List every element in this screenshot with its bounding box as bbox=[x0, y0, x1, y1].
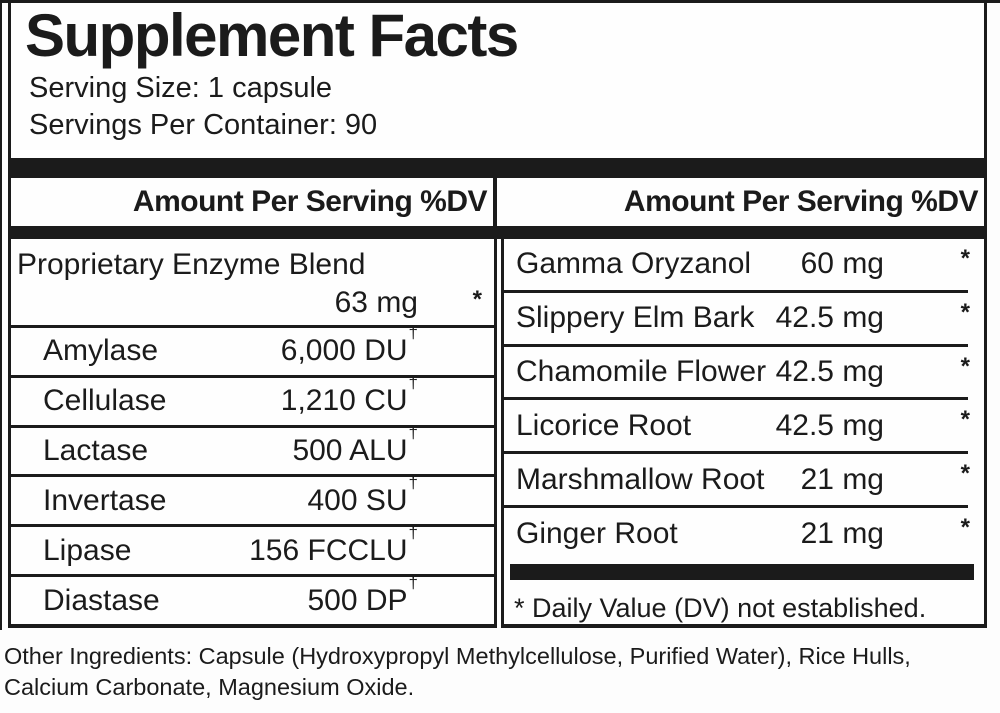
dagger-mark: † bbox=[408, 373, 418, 393]
ingredient-amount: 500 ALU† bbox=[292, 423, 418, 468]
row-separator bbox=[11, 424, 494, 428]
row-separator bbox=[11, 374, 494, 378]
ingredient-name: Marshmallow Root bbox=[516, 462, 765, 496]
ingredient-row: Marshmallow Root 21 mg * bbox=[504, 454, 984, 505]
ingredient-name: Lipase bbox=[43, 533, 132, 567]
row-separator bbox=[11, 325, 494, 328]
dv-asterisk: * bbox=[960, 352, 970, 380]
ingredient-amount: 500 DP† bbox=[307, 572, 418, 617]
ingredient-amount: 156 FCCLU† bbox=[249, 522, 418, 567]
blend-dv-asterisk: * bbox=[472, 286, 482, 313]
title-area: Supplement Facts Serving Size: 1 capsule… bbox=[11, 3, 984, 158]
ingredient-name: Chamomile Flower bbox=[516, 355, 767, 389]
ingredient-name: Amylase bbox=[43, 334, 159, 368]
ingredient-name: Licorice Root bbox=[516, 408, 692, 442]
facts-box: Supplement Facts Serving Size: 1 capsule… bbox=[8, 0, 987, 628]
ingredient-row: Amylase 6,000 DU† bbox=[11, 323, 494, 375]
label-left-edge-line bbox=[0, 0, 2, 630]
blend-name: Proprietary Enzyme Blend bbox=[17, 248, 366, 281]
ingredient-amount: 42.5 mg bbox=[775, 408, 884, 442]
column-header-right: Amount Per Serving %DV bbox=[623, 185, 979, 218]
ingredient-row: Cellulase 1,210 CU† bbox=[11, 373, 494, 425]
serving-size: Serving Size: 1 capsule bbox=[29, 72, 333, 104]
ingredient-row: Licorice Root 42.5 mg * bbox=[504, 400, 984, 451]
left-column: Proprietary Enzyme Blend 63 mg * Amylase… bbox=[11, 239, 497, 628]
ingredient-row: Invertase 400 SU† bbox=[11, 472, 494, 524]
ingredient-amount: 21 mg bbox=[800, 516, 884, 550]
ingredient-row: Chamomile Flower 42.5 mg * bbox=[504, 347, 984, 398]
row-separator bbox=[504, 505, 968, 509]
ingredient-amount: 60 mg bbox=[800, 247, 884, 281]
dagger-mark: † bbox=[408, 323, 418, 343]
dv-asterisk: * bbox=[960, 406, 970, 434]
ingredient-name: Slippery Elm Bark bbox=[516, 301, 755, 335]
ingredient-amount: 6,000 DU† bbox=[280, 323, 418, 368]
row-separator bbox=[504, 289, 968, 293]
other-ingredients-text: Other Ingredients: Capsule (Hydroxypropy… bbox=[4, 643, 911, 700]
dagger-mark: † bbox=[408, 472, 418, 492]
dagger-mark: † bbox=[408, 423, 418, 443]
ingredient-amount: 1,210 CU† bbox=[280, 373, 418, 418]
blend-amount: 63 mg bbox=[334, 286, 418, 319]
dv-asterisk: * bbox=[960, 298, 970, 326]
ingredient-name: Cellulase bbox=[43, 384, 167, 418]
ingredient-row: Gamma Oryzanol 60 mg * bbox=[504, 239, 984, 290]
thick-separator-bar-under-header bbox=[11, 226, 984, 239]
ingredient-amount: 42.5 mg bbox=[775, 301, 884, 335]
blend-amount-line: 63 mg * bbox=[11, 284, 494, 322]
column-header-left: Amount Per Serving %DV bbox=[11, 178, 497, 226]
dv-asterisk: * bbox=[960, 460, 970, 488]
facts-title: Supplement Facts bbox=[25, 2, 519, 69]
row-separator bbox=[504, 451, 968, 455]
blend-row: Proprietary Enzyme Blend 63 mg * bbox=[11, 239, 494, 325]
ingredient-row: Slippery Elm Bark 42.5 mg * bbox=[504, 293, 984, 344]
ingredient-amount: 21 mg bbox=[800, 462, 884, 496]
ingredient-amount: 42.5 mg bbox=[775, 355, 884, 389]
column-header-row: Amount Per Serving %DV Amount Per Servin… bbox=[11, 178, 984, 226]
ingredient-name: Ginger Root bbox=[516, 516, 678, 550]
ingredient-row: Lactase 500 ALU† bbox=[11, 423, 494, 475]
ingredient-row: Ginger Root 21 mg * bbox=[504, 508, 984, 559]
footnote-daily-value: * Daily Value (DV) not established. bbox=[514, 592, 927, 623]
ingredient-name: Gamma Oryzanol bbox=[516, 247, 752, 281]
dv-asterisk: * bbox=[960, 245, 970, 272]
row-separator bbox=[504, 397, 968, 401]
right-column: Gamma Oryzanol 60 mg * Slippery Elm Bark… bbox=[501, 239, 984, 628]
ingredient-row: Diastase 500 DP† bbox=[11, 572, 494, 624]
ingredient-amount: 400 SU† bbox=[307, 472, 418, 517]
row-separator bbox=[11, 474, 494, 478]
ingredient-name: Lactase bbox=[43, 434, 149, 468]
thick-separator-bar-footnote bbox=[510, 563, 974, 580]
row-separator bbox=[11, 574, 494, 578]
servings-per-container: Servings Per Container: 90 bbox=[29, 109, 378, 141]
row-separator bbox=[504, 343, 968, 347]
dagger-mark: † bbox=[408, 522, 418, 542]
dagger-mark: † bbox=[408, 572, 418, 592]
ingredient-columns: Proprietary Enzyme Blend 63 mg * Amylase… bbox=[11, 239, 984, 628]
dv-asterisk: * bbox=[960, 514, 970, 542]
row-separator bbox=[11, 524, 494, 528]
ingredient-name: Diastase bbox=[43, 583, 160, 617]
ingredient-name: Invertase bbox=[43, 483, 167, 517]
ingredient-row: Lipase 156 FCCLU† bbox=[11, 522, 494, 574]
thick-separator-bar-top bbox=[11, 158, 984, 178]
